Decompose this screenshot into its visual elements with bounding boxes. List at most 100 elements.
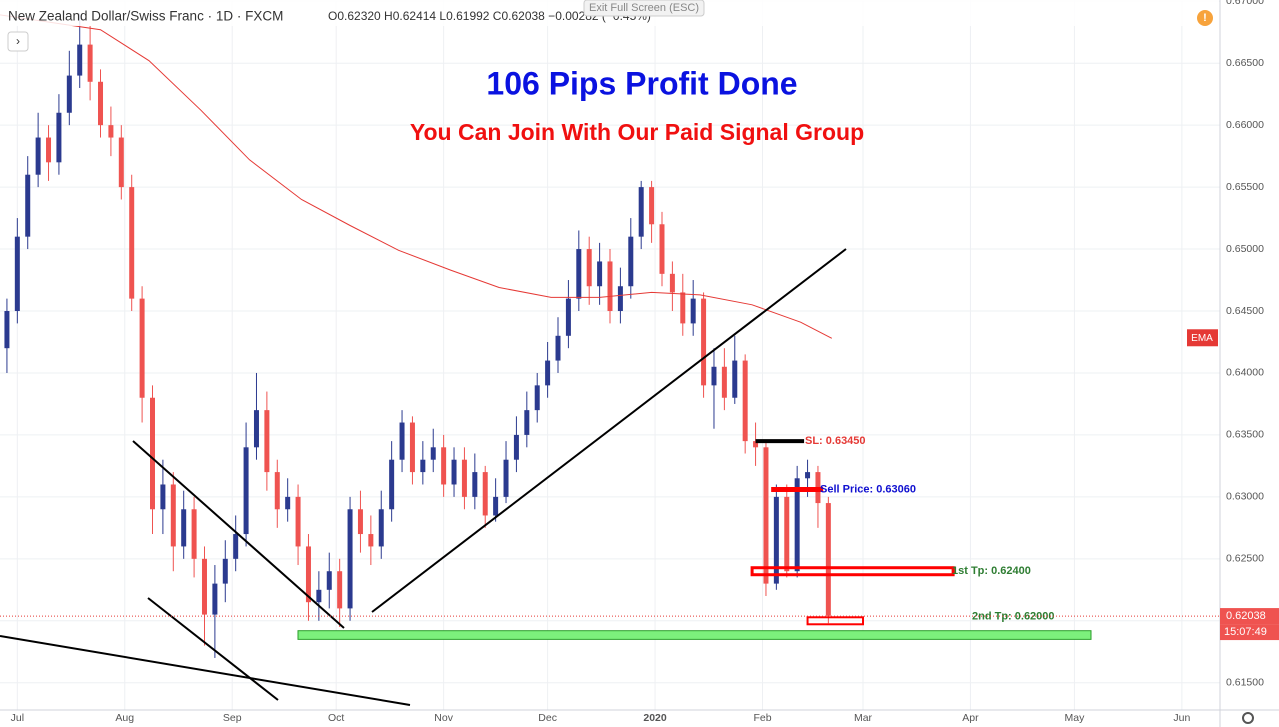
candle-body bbox=[482, 472, 488, 516]
candle-body bbox=[108, 125, 114, 138]
candle-body bbox=[170, 484, 176, 547]
candle-body bbox=[243, 447, 249, 535]
drawings bbox=[0, 248, 847, 706]
candle-body bbox=[805, 472, 811, 479]
x-tick-label: 2020 bbox=[643, 712, 667, 724]
candle-body bbox=[513, 434, 519, 460]
level-label: Sell Price: 0.63060 bbox=[820, 483, 916, 495]
level-label: 2nd Tp: 0.62000 bbox=[972, 611, 1055, 623]
price-tag bbox=[1220, 608, 1279, 625]
countdown-tag bbox=[1220, 624, 1279, 641]
x-tick-label: Feb bbox=[753, 712, 771, 724]
candle-body bbox=[555, 335, 561, 361]
candle-body bbox=[181, 509, 187, 547]
level-box bbox=[750, 566, 955, 577]
x-tick-label: Dec bbox=[538, 712, 557, 724]
candle-body bbox=[420, 459, 426, 473]
candle-body bbox=[669, 273, 675, 293]
candle-body bbox=[825, 503, 831, 616]
y-tick-label: 0.66000 bbox=[1226, 119, 1264, 131]
candle-body bbox=[534, 385, 540, 411]
ema-tag bbox=[1187, 329, 1218, 347]
trend-line bbox=[371, 248, 847, 613]
trend-line bbox=[147, 597, 279, 701]
trend-line bbox=[0, 635, 411, 706]
candle-body bbox=[794, 478, 800, 572]
y-tick-label: 0.67000 bbox=[1226, 0, 1264, 7]
candle-body bbox=[690, 298, 696, 324]
exit-label[interactable]: Exit Full Screen (ESC) bbox=[589, 2, 699, 14]
candle-body bbox=[524, 410, 530, 435]
x-tick-label: Oct bbox=[328, 712, 344, 724]
candle-body bbox=[253, 410, 259, 448]
y-tick-label: 0.61500 bbox=[1226, 677, 1264, 689]
candle-body bbox=[701, 298, 707, 386]
candle-body bbox=[493, 496, 499, 516]
candle-body bbox=[451, 459, 457, 485]
x-tick-label: Jun bbox=[1173, 712, 1190, 724]
candle-body bbox=[721, 366, 727, 398]
x-tick-label: Sep bbox=[223, 712, 242, 724]
candle-body bbox=[576, 249, 582, 299]
alert-icon[interactable] bbox=[1197, 10, 1213, 26]
candle-body bbox=[659, 224, 665, 274]
title: 106 Pips Profit Done bbox=[486, 65, 797, 101]
settings-icon[interactable] bbox=[1242, 712, 1254, 724]
x-tick-label: Aug bbox=[115, 712, 134, 724]
candle-body bbox=[305, 546, 311, 603]
candle-body bbox=[222, 558, 228, 584]
support-zone bbox=[297, 630, 1092, 640]
alert-mark: ! bbox=[1203, 12, 1207, 24]
candle-body bbox=[129, 187, 135, 299]
candle-body bbox=[274, 472, 280, 510]
candle-body bbox=[732, 360, 738, 398]
candle-body bbox=[753, 441, 759, 448]
candle-body bbox=[607, 261, 613, 312]
candle-body bbox=[742, 360, 748, 442]
ema-label: EMA bbox=[1191, 333, 1213, 344]
level-box bbox=[806, 616, 865, 626]
y-tick-label: 0.66500 bbox=[1226, 57, 1264, 69]
trend-line bbox=[132, 440, 345, 629]
level-label: 1st Tp: 0.62400 bbox=[952, 565, 1031, 577]
candle-body bbox=[201, 558, 207, 615]
candle-body bbox=[461, 459, 467, 497]
exit-button[interactable] bbox=[583, 0, 705, 17]
ohlc: O0.62320 H0.62414 L0.61992 C0.62038 −0.0… bbox=[328, 9, 651, 23]
candle-body bbox=[264, 410, 270, 473]
expand-button[interactable] bbox=[7, 31, 29, 52]
y-tick-label: 0.63000 bbox=[1226, 491, 1264, 503]
candle-body bbox=[430, 447, 436, 460]
candle-body bbox=[150, 397, 155, 510]
candle-body bbox=[316, 589, 322, 603]
candle-body bbox=[337, 571, 343, 609]
x-tick-label: May bbox=[1065, 712, 1086, 724]
ema-line bbox=[0, 14, 833, 339]
countdown-label: 15:07:49 bbox=[1224, 626, 1267, 638]
candle-body bbox=[597, 261, 603, 287]
y-tick-label: 0.63500 bbox=[1226, 429, 1264, 441]
candle-body bbox=[233, 534, 239, 559]
expand-icon[interactable]: › bbox=[16, 34, 20, 48]
candle-body bbox=[545, 360, 551, 386]
y-tick-label: 0.64000 bbox=[1226, 367, 1264, 379]
candle-body bbox=[503, 459, 509, 497]
candle-body bbox=[399, 422, 405, 460]
x-tick-label: Mar bbox=[854, 712, 873, 724]
x-tick-label: Nov bbox=[434, 712, 453, 724]
candle-body bbox=[711, 366, 717, 386]
price-label: 0.62038 bbox=[1226, 610, 1266, 622]
candle-body bbox=[326, 571, 332, 590]
candle-body bbox=[389, 459, 395, 510]
candle-body bbox=[87, 44, 93, 82]
candle-body bbox=[586, 249, 592, 287]
candle-body bbox=[763, 447, 769, 584]
candle-body bbox=[784, 496, 790, 572]
candle-body bbox=[98, 81, 104, 126]
candle-body bbox=[56, 112, 62, 163]
candle-body bbox=[638, 187, 644, 237]
y-tick-label: 0.64500 bbox=[1226, 305, 1264, 317]
level-label: SL: 0.63450 bbox=[805, 435, 866, 447]
